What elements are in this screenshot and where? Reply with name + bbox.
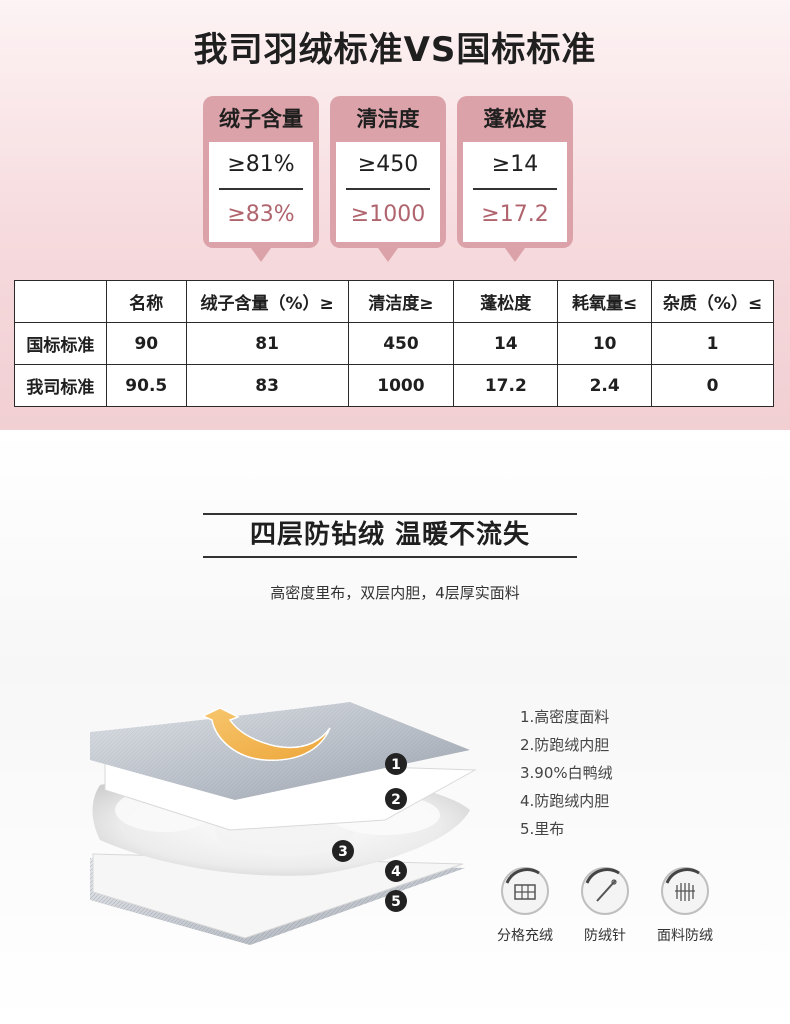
grid-quilting-icon (501, 867, 549, 915)
table-header-cell: 名称 (105, 280, 187, 323)
card-cleanliness: 清洁度 ≥450 ≥1000 (330, 96, 446, 262)
feature-down-proof-needle: 防绒针 (565, 865, 645, 945)
card-our-value: ≥17.2 (481, 202, 549, 227)
table-cell: 0 (651, 364, 774, 407)
comparison-section: 我司羽绒标准VS国标标准 绒子含量 ≥81% ≥83% 清洁度 ≥450 ≥10… (0, 0, 790, 430)
table-header-row: 名称 绒子含量（%）≥ 清洁度≥ 蓬松度 耗氧量≤ 杂质（%）≤ (14, 280, 774, 323)
warmth-arrow (201, 707, 331, 761)
legend-item: 1.高密度面料 (520, 708, 610, 726)
card-body: ≥14 ≥17.2 (463, 142, 567, 242)
table-header-cell: 蓬松度 (453, 280, 559, 323)
svg-text:1: 1 (391, 757, 401, 773)
feature-fabric-down-proof: 面料防绒 (645, 865, 725, 945)
svg-text:3: 3 (338, 844, 348, 860)
card-our-value: ≥83% (227, 202, 295, 227)
feature-grid-quilting: 分格充绒 (485, 865, 565, 945)
table-cell: 90 (105, 322, 187, 365)
fabric-shield-icon (661, 867, 709, 915)
highlight-cards: 绒子含量 ≥81% ≥83% 清洁度 ≥450 ≥1000 蓬松度 ≥14 ≥1… (0, 96, 790, 266)
standards-table: 名称 绒子含量（%）≥ 清洁度≥ 蓬松度 耗氧量≤ 杂质（%）≤ 国标标准 90… (14, 280, 774, 407)
table-cell: 10 (557, 322, 653, 365)
svg-text:5: 5 (391, 894, 401, 910)
table-cell: 1 (651, 322, 774, 365)
feature-icons: 分格充绒 防绒针 面料防绒 (485, 865, 725, 955)
card-standard-value: ≥14 (491, 152, 539, 177)
section-heading: 四层防钻绒 温暖不流失 (203, 513, 577, 558)
legend-item: 5.里布 (520, 820, 565, 838)
table-cell: 90.5 (105, 364, 187, 407)
card-divider (219, 188, 303, 190)
table-header-cell (14, 280, 107, 323)
card-standard-value: ≥81% (227, 152, 295, 177)
svg-text:2: 2 (391, 792, 401, 808)
legend-item: 2.防跑绒内胆 (520, 736, 610, 754)
legend-item: 4.防跑绒内胆 (520, 792, 610, 810)
layer-markers: 1 2 3 4 5 (332, 753, 407, 912)
fabric-layers-illustration: 1 2 3 4 5 (90, 702, 477, 945)
card-body: ≥450 ≥1000 (336, 142, 440, 242)
table-cell: 我司标准 (14, 364, 107, 407)
card-title: 清洁度 (356, 107, 420, 131)
feature-label: 面料防绒 (657, 928, 713, 944)
legend-item: 3.90%白鸭绒 (520, 764, 613, 782)
page-title: 我司羽绒标准VS国标标准 (193, 30, 597, 70)
table-cell: 17.2 (453, 364, 559, 407)
feature-label: 防绒针 (584, 928, 626, 944)
table-cell: 2.4 (557, 364, 653, 407)
card-fill-power: 蓬松度 ≥14 ≥17.2 (457, 96, 573, 262)
table-cell: 450 (347, 322, 455, 365)
table-header-cell: 杂质（%）≤ (651, 280, 774, 323)
table-cell: 14 (453, 322, 559, 365)
card-body: ≥81% ≥83% (209, 142, 313, 242)
table-row: 我司标准 90.5 83 1000 17.2 2.4 0 (14, 364, 774, 407)
table-cell: 81 (185, 322, 349, 365)
section-subtitle: 高密度里布，双层内胆，4层厚实面料 (270, 584, 520, 602)
table-header-cell: 耗氧量≤ (557, 280, 653, 323)
card-our-value: ≥1000 (350, 202, 426, 227)
table-cell: 83 (185, 364, 349, 407)
card-divider (473, 188, 557, 190)
needle-icon (581, 867, 629, 915)
card-down-content: 绒子含量 ≥81% ≥83% (203, 96, 319, 262)
table-header-cell: 清洁度≥ (347, 280, 455, 323)
table-cell: 国标标准 (14, 322, 107, 365)
card-standard-value: ≥450 (357, 152, 419, 177)
feature-label: 分格充绒 (497, 928, 553, 944)
table-cell: 1000 (347, 364, 455, 407)
card-title: 绒子含量 (219, 107, 303, 131)
card-title: 蓬松度 (483, 107, 547, 131)
card-divider (346, 188, 430, 190)
table-row: 国标标准 90 81 450 14 10 1 (14, 322, 774, 365)
svg-text:4: 4 (391, 864, 401, 880)
layer-legend: 1.高密度面料 2.防跑绒内胆 3.90%白鸭绒 4.防跑绒内胆 5.里布 (520, 703, 613, 843)
table-header-cell: 绒子含量（%）≥ (185, 280, 349, 323)
